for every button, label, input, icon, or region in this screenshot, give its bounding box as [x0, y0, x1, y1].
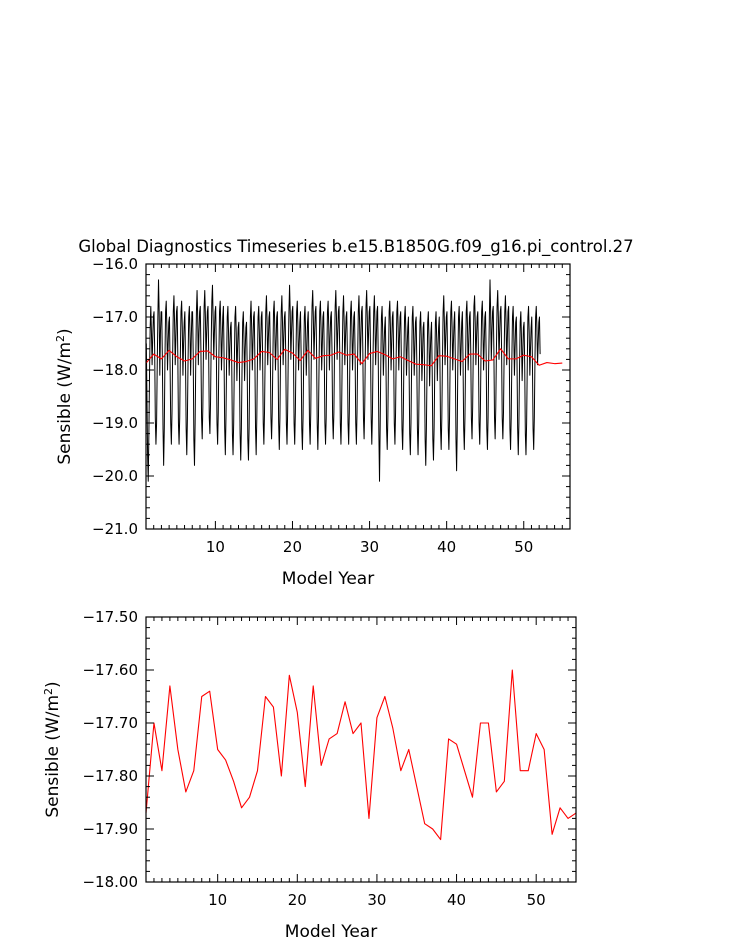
- chart-title: Global Diagnostics Timeseries b.e15.B185…: [78, 237, 633, 257]
- timeseries-panel-annual: 10 20 30 40 50 −18.00 −17.90 −17.80 −17.70 −17.60…: [42, 608, 577, 942]
- p0-plot-frame: [145, 263, 571, 530]
- p1-y-tick-label: −17.80: [82, 767, 138, 785]
- p1-y-tick-label: −17.50: [82, 608, 138, 626]
- p1-y-tick-label: −17.70: [82, 714, 138, 732]
- p1-x-tick-label: 20: [288, 891, 307, 909]
- p1-x-axis-label: Model Year: [285, 922, 377, 942]
- p0-y-tick-label: −18.0: [92, 361, 138, 379]
- p1-y-tick-label: −17.60: [82, 661, 138, 679]
- p1-x-tick-label: 40: [447, 891, 466, 909]
- p0-x-tick-label: 50: [514, 538, 533, 556]
- p0-annual-mean-series-line: [145, 348, 563, 367]
- p1-x-tick-label: 30: [367, 891, 386, 909]
- p0-y-tick-label: −19.0: [92, 414, 138, 432]
- p0-y-tick-label: −17.0: [92, 308, 138, 326]
- p1-y-tick-label: −17.90: [82, 820, 138, 838]
- p0-x-tick-label: 20: [283, 538, 302, 556]
- p0-monthly-series-line: [145, 279, 541, 482]
- p1-x-tick-label: 10: [208, 891, 227, 909]
- p0-y-tick-label: −20.0: [92, 467, 138, 485]
- p1-annual-mean-series-line: [145, 669, 577, 841]
- p1-x-tick-label: 50: [527, 891, 546, 909]
- p0-y-axis-label: Sensible (W/m2): [54, 328, 76, 464]
- p0-x-axis-label: Model Year: [282, 569, 374, 589]
- p0-y-tick-label: −16.0: [92, 255, 138, 273]
- p0-x-tick-label: 10: [206, 538, 225, 556]
- timeseries-panel-monthly: 10 20 30 40 50 −21.0 −20.0 −19.0 −18.0 −17.0 −16.0…: [54, 255, 571, 589]
- p0-y-tick-label: −21.0: [92, 520, 138, 538]
- p1-y-axis-label: Sensible (W/m2): [42, 681, 64, 817]
- p0-x-tick-label: 40: [437, 538, 456, 556]
- p0-x-tick-label: 30: [360, 538, 379, 556]
- p1-y-tick-label: −18.00: [82, 873, 138, 891]
